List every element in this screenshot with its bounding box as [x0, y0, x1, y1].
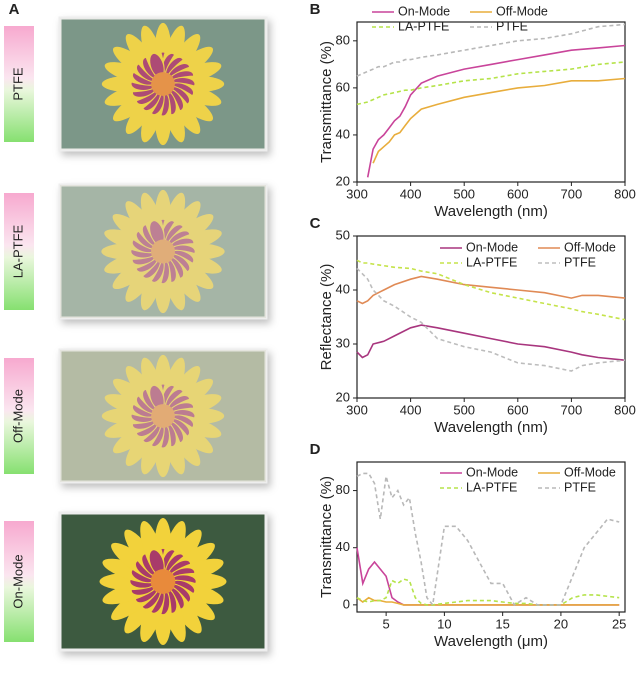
photo: [58, 511, 268, 652]
flower-center: [150, 569, 176, 594]
series-line: [356, 578, 620, 606]
y-axis-label: Transmittance (%): [318, 41, 335, 163]
y-tick-label: 30: [336, 335, 350, 350]
legend-label: On-Mode: [398, 4, 450, 18]
legend-label: On-Mode: [466, 240, 518, 254]
series-line: [366, 44, 626, 178]
series-line: [356, 275, 626, 305]
x-tick-label: 5: [383, 616, 390, 631]
sample-label: LA-PTFE: [10, 224, 25, 278]
plot-frame: [356, 461, 626, 613]
x-tick-label: 500: [453, 186, 475, 201]
photo: [58, 183, 268, 320]
x-axis-label: Wavelength (nm): [434, 203, 548, 220]
sample-label: On-Mode: [10, 554, 25, 608]
x-tick-label: 15: [495, 616, 509, 631]
legend-label: PTFE: [564, 255, 596, 269]
photo: [58, 16, 268, 152]
series-line: [356, 267, 626, 372]
series-line: [356, 61, 626, 106]
y-axis-label: Transmittance (%): [318, 476, 335, 598]
series-line: [356, 472, 620, 607]
x-tick-label: 600: [507, 186, 529, 201]
legend-label: LA-PTFE: [466, 255, 517, 269]
series-line: [372, 77, 626, 164]
photo: [58, 348, 268, 484]
x-axis-label: Wavelength (μm): [434, 633, 548, 650]
label-strip: [4, 358, 34, 474]
plot-frame: [356, 235, 626, 399]
plot-frame: [356, 21, 626, 183]
panel-label: A: [9, 1, 20, 18]
y-tick-label: 50: [336, 227, 350, 242]
legend-label: LA-PTFE: [398, 19, 449, 33]
panel-label: B: [310, 1, 321, 18]
x-tick-label: 700: [561, 186, 583, 201]
x-tick-label: 300: [346, 402, 368, 417]
x-tick-label: 400: [400, 186, 422, 201]
legend-label: Off-Mode: [564, 240, 616, 254]
x-tick-label: 600: [507, 402, 529, 417]
x-tick-label: 20: [554, 616, 568, 631]
haze: [60, 350, 266, 482]
x-axis-label: Wavelength (nm): [434, 419, 548, 436]
sample-label: Off-Mode: [10, 389, 25, 443]
legend-label: PTFE: [496, 19, 528, 33]
x-tick-label: 300: [346, 186, 368, 201]
y-axis-label: Reflectance (%): [318, 264, 335, 371]
x-tick-label: 25: [612, 616, 626, 631]
sample-label: PTFE: [10, 67, 25, 101]
series-line: [356, 596, 620, 606]
x-tick-label: 400: [400, 402, 422, 417]
panel-label: D: [310, 441, 321, 458]
legend-label: On-Mode: [466, 465, 518, 479]
y-tick-label: 60: [336, 79, 350, 94]
x-tick-label: 500: [453, 402, 475, 417]
y-tick-label: 40: [336, 539, 350, 554]
y-tick-label: 40: [336, 281, 350, 296]
panel-label: C: [310, 215, 321, 232]
label-strip: [4, 193, 34, 310]
label-strip: [4, 26, 34, 142]
legend-label: Off-Mode: [496, 4, 548, 18]
series-line: [356, 324, 626, 361]
label-strip: [4, 521, 34, 642]
x-tick-label: 800: [614, 186, 636, 201]
legend-label: PTFE: [564, 480, 596, 494]
x-tick-label: 10: [437, 616, 451, 631]
y-tick-label: 20: [336, 389, 350, 404]
photo-panel: PTFE LA-PTFE Off-Mode On-Mode: [4, 16, 268, 652]
y-tick-label: 80: [336, 482, 350, 497]
y-tick-label: 20: [336, 173, 350, 188]
y-tick-label: 0: [343, 596, 350, 611]
haze: [60, 18, 266, 150]
y-tick-label: 80: [336, 32, 350, 47]
series-line: [356, 259, 626, 321]
x-tick-label: 800: [614, 402, 636, 417]
petal-mark: [149, 550, 164, 575]
haze: [60, 185, 266, 318]
series-line: [356, 23, 626, 77]
x-tick-label: 700: [561, 402, 583, 417]
legend-label: LA-PTFE: [466, 480, 517, 494]
y-tick-label: 40: [336, 126, 350, 141]
legend-label: Off-Mode: [564, 465, 616, 479]
